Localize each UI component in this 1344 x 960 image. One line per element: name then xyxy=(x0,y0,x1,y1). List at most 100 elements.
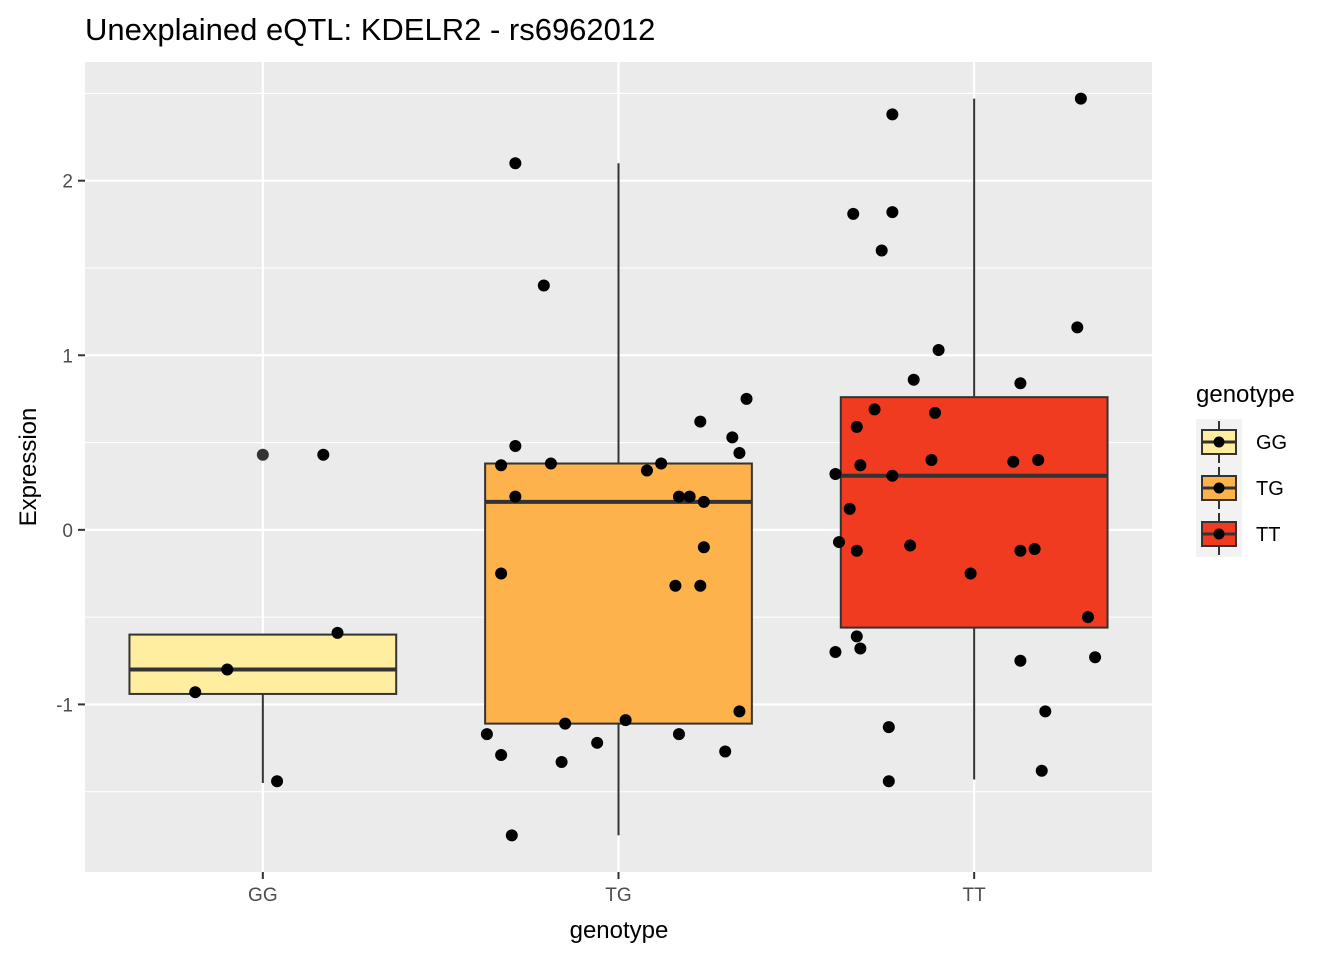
data-point xyxy=(719,745,732,758)
data-point xyxy=(1007,455,1020,468)
data-point xyxy=(495,459,508,472)
data-point xyxy=(1081,611,1094,624)
data-point xyxy=(886,469,899,482)
data-point xyxy=(843,502,856,515)
outlier-point xyxy=(256,448,269,461)
data-point xyxy=(882,721,895,734)
x-tick-label: TG xyxy=(605,885,631,906)
data-point xyxy=(904,539,917,552)
data-point xyxy=(669,579,682,592)
x-axis: GG TG TT xyxy=(248,872,986,906)
legend-item-tg: TG xyxy=(1196,465,1284,511)
data-point xyxy=(850,544,863,557)
data-point xyxy=(331,626,344,639)
y-axis: -1 0 1 2 xyxy=(56,172,85,716)
y-tick-label: 1 xyxy=(62,346,73,367)
legend: genotype GG TG TT xyxy=(1196,381,1295,557)
data-point xyxy=(189,686,202,699)
data-point xyxy=(1071,321,1084,334)
data-point xyxy=(882,775,895,788)
x-tick-label: GG xyxy=(248,885,278,906)
legend-label: TG xyxy=(1256,478,1284,500)
legend-item-tt: TT xyxy=(1196,511,1280,557)
y-tick-label: 2 xyxy=(62,172,73,193)
data-point xyxy=(1032,454,1045,467)
chart-title: Unexplained eQTL: KDELR2 - rs6962012 xyxy=(85,12,655,47)
legend-key-point xyxy=(1213,436,1225,448)
data-point xyxy=(495,749,508,762)
data-point xyxy=(868,403,881,416)
box-tg xyxy=(484,163,753,836)
data-point xyxy=(694,415,707,428)
x-tick-label: TT xyxy=(963,885,987,906)
data-point xyxy=(829,467,842,480)
box-gg xyxy=(128,633,398,783)
data-point xyxy=(1028,543,1041,556)
legend-item-gg: GG xyxy=(1196,419,1287,465)
data-point xyxy=(221,663,234,676)
data-point xyxy=(854,459,867,472)
data-point xyxy=(1014,377,1027,390)
data-point xyxy=(317,448,330,461)
data-point xyxy=(271,775,284,788)
y-tick-label: 0 xyxy=(62,521,73,542)
data-point xyxy=(733,705,746,718)
points-layer xyxy=(189,92,1102,842)
data-point xyxy=(847,207,860,220)
box-body xyxy=(839,396,1109,629)
legend-label: GG xyxy=(1256,432,1287,454)
y-axis-title: Expression xyxy=(15,408,42,527)
data-point xyxy=(1014,544,1027,557)
data-point xyxy=(672,490,685,503)
data-point xyxy=(505,829,518,842)
y-tick-label: -1 xyxy=(56,695,73,716)
data-point xyxy=(480,728,493,741)
data-point xyxy=(655,457,668,470)
data-point xyxy=(886,206,899,219)
legend-title: genotype xyxy=(1196,381,1295,408)
data-point xyxy=(640,464,653,477)
legend-label: TT xyxy=(1256,524,1280,546)
data-point xyxy=(833,536,846,549)
data-point xyxy=(694,579,707,592)
data-point xyxy=(509,440,522,453)
data-point xyxy=(537,279,550,292)
data-point xyxy=(509,490,522,503)
box-body xyxy=(484,462,753,725)
data-point xyxy=(875,244,888,257)
data-point xyxy=(509,157,522,170)
data-point xyxy=(733,447,746,460)
data-point xyxy=(1074,92,1087,105)
data-point xyxy=(932,344,945,357)
data-point xyxy=(1089,651,1102,664)
data-point xyxy=(925,454,938,467)
data-point xyxy=(619,714,632,727)
data-point xyxy=(886,108,899,121)
data-point xyxy=(1035,764,1048,777)
data-point xyxy=(850,630,863,643)
box-tt xyxy=(839,98,1109,780)
data-point xyxy=(672,728,685,741)
data-point xyxy=(726,431,739,444)
data-point xyxy=(555,756,568,769)
data-point xyxy=(697,541,710,554)
data-point xyxy=(495,567,508,580)
data-point xyxy=(683,490,696,503)
box-body xyxy=(128,633,398,695)
data-point xyxy=(850,420,863,433)
data-point xyxy=(697,495,710,508)
legend-key-point xyxy=(1213,528,1225,540)
data-point xyxy=(544,457,557,470)
data-point xyxy=(829,646,842,659)
data-point xyxy=(929,406,942,419)
data-point xyxy=(591,736,604,749)
data-point xyxy=(854,642,867,655)
data-point xyxy=(1014,654,1027,667)
data-point xyxy=(740,392,753,405)
boxes-layer xyxy=(128,98,1109,836)
data-point xyxy=(559,717,572,730)
x-axis-title: genotype xyxy=(570,917,669,944)
data-point xyxy=(1039,705,1052,718)
data-point xyxy=(907,373,920,386)
